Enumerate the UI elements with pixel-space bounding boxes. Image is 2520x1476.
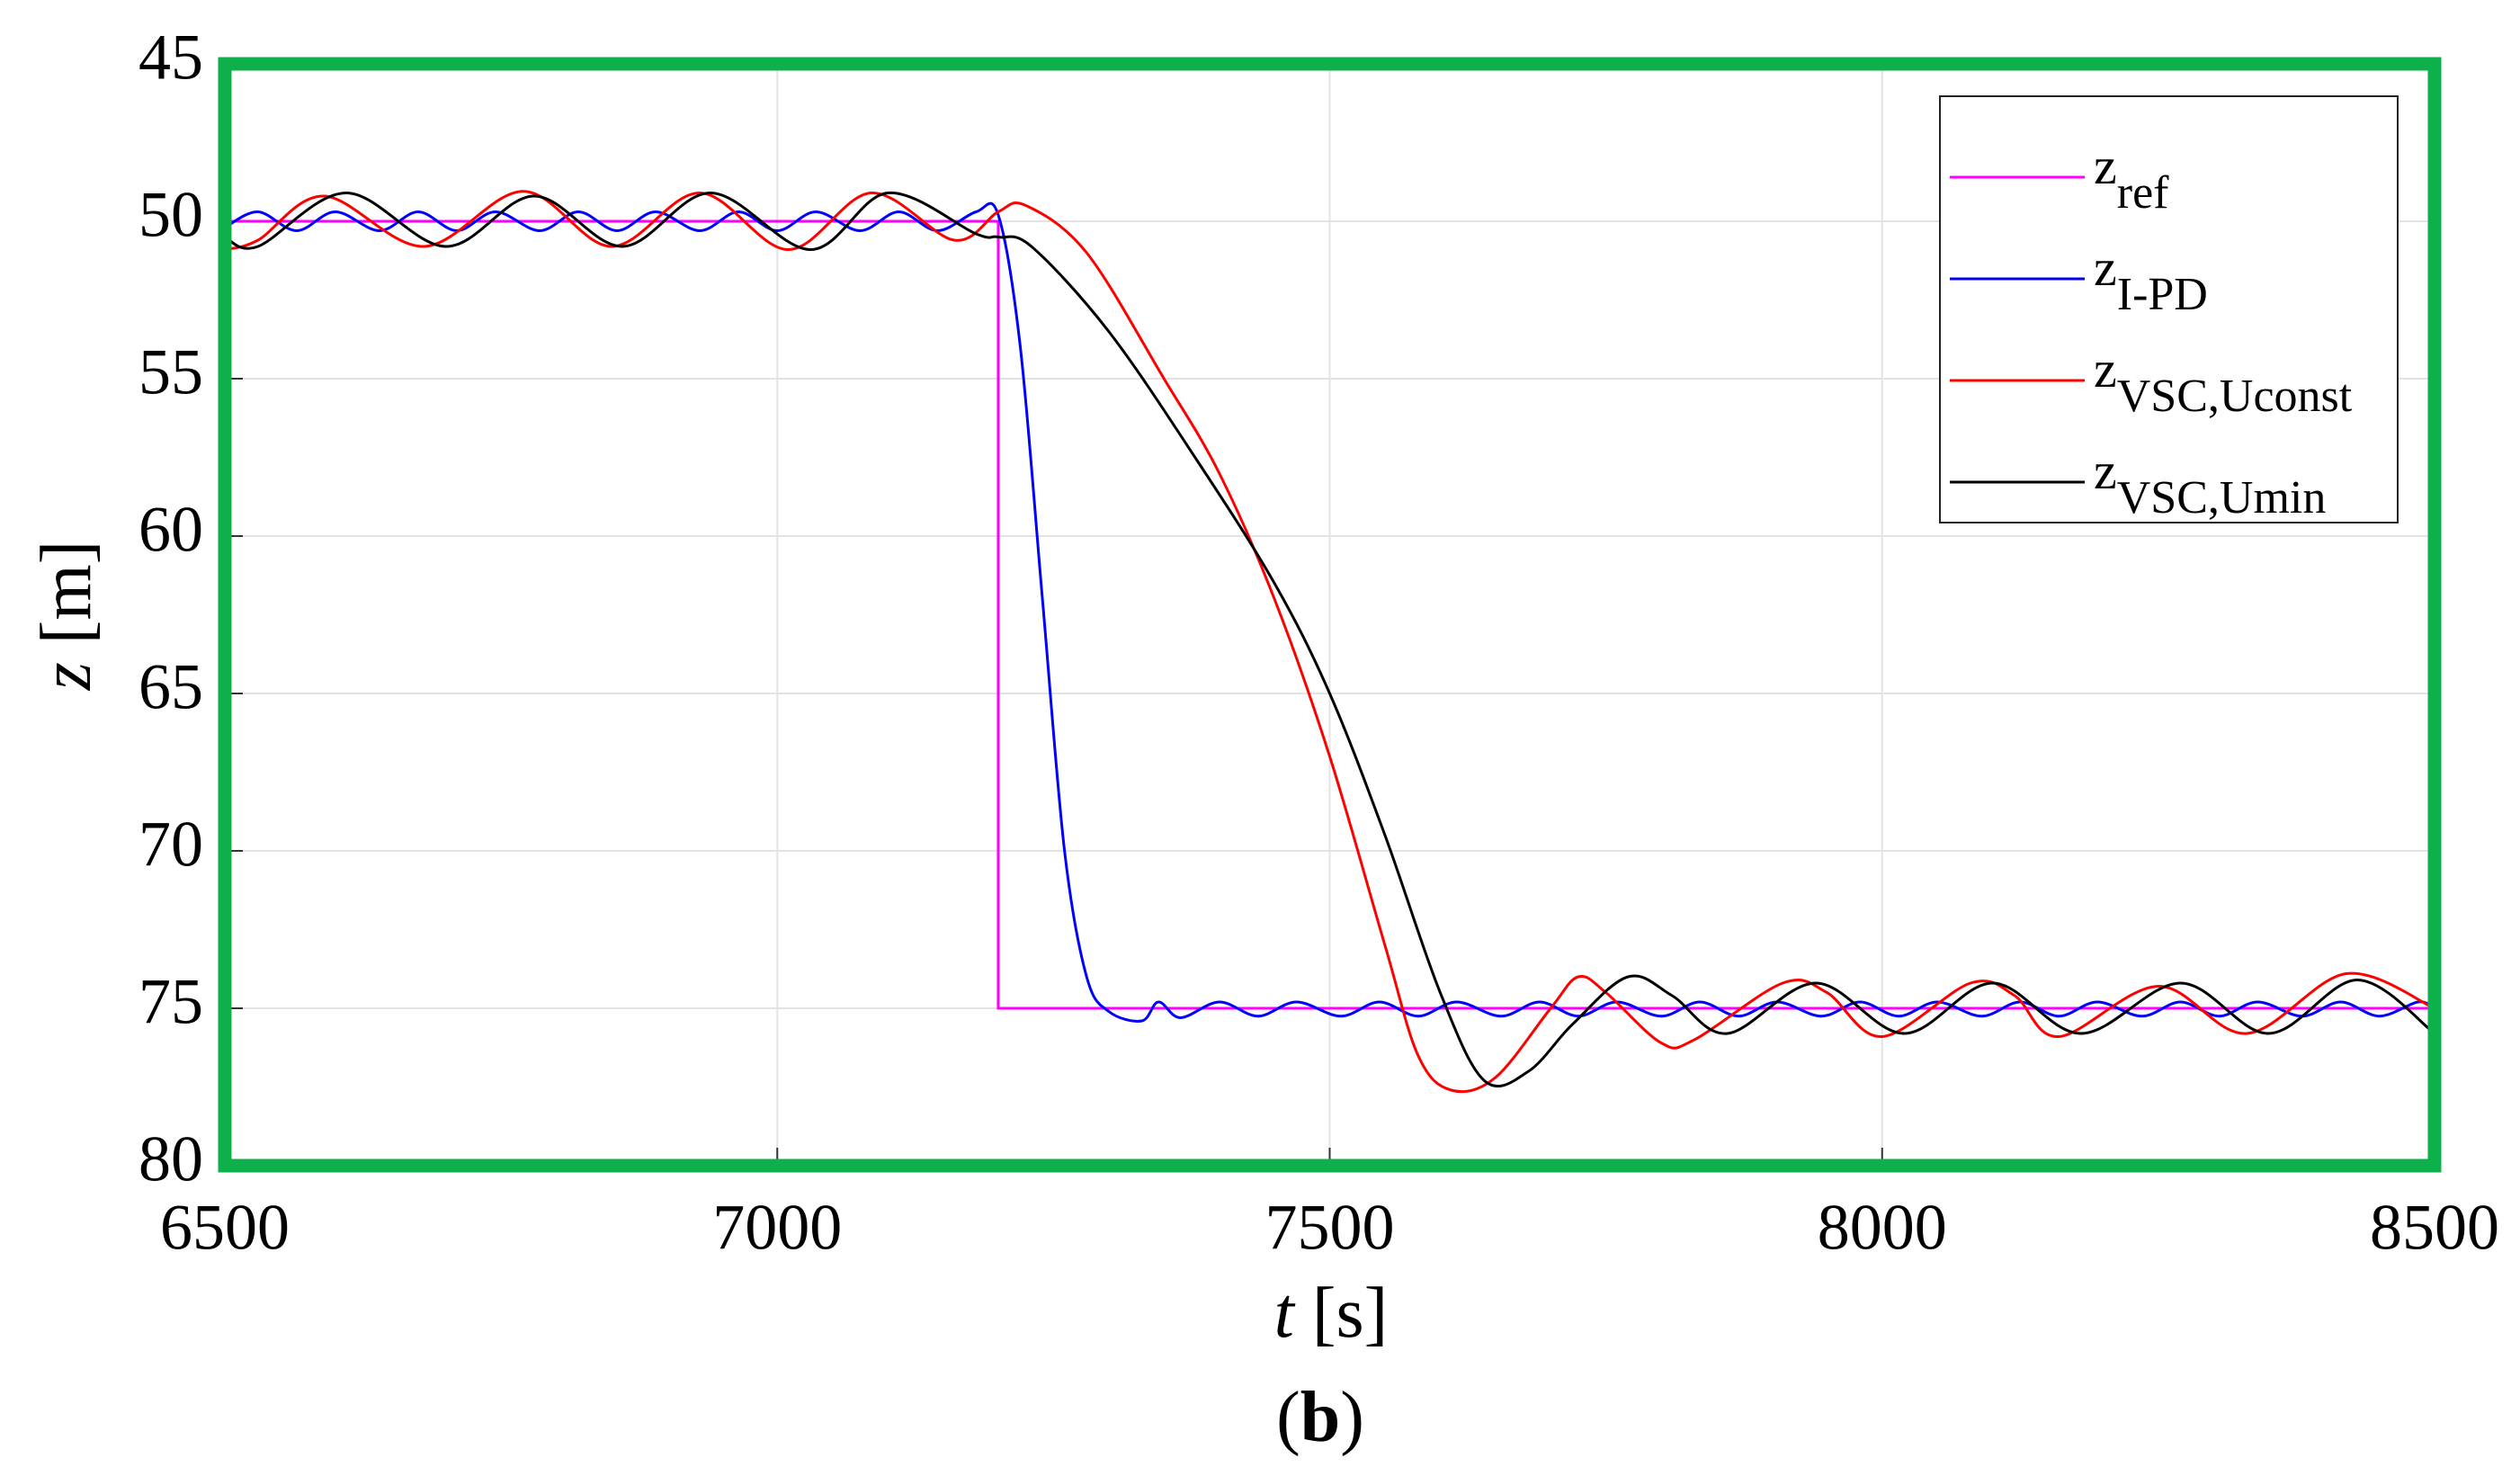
legend-name: z <box>2094 137 2117 195</box>
series-line <box>224 190 2435 1094</box>
x-tick-label: 7000 <box>712 1192 842 1264</box>
legend-subscript: ref <box>2117 167 2169 219</box>
y-tick-label: 45 <box>139 22 203 94</box>
legend-box <box>1939 95 2399 523</box>
series-line <box>224 191 2435 1087</box>
series-line <box>224 201 2435 1023</box>
legend-subscript: VSC,Umin <box>2117 472 2327 523</box>
caption: (b) <box>1276 1378 1364 1457</box>
y-tick-label: 65 <box>139 651 203 723</box>
y-tick-label: 50 <box>139 179 203 251</box>
x-unit: [s] <box>1312 1274 1388 1353</box>
legend-subscript: VSC,Uconst <box>2117 371 2353 422</box>
x-tick-label: 7500 <box>1265 1192 1395 1264</box>
y-tick-label: 55 <box>139 336 203 408</box>
legend-label: zI-PD <box>2094 238 2208 320</box>
legend-subscript: I-PD <box>2117 269 2208 320</box>
y-tick-label: 75 <box>139 966 203 1038</box>
x-symbol: t <box>1274 1274 1296 1353</box>
caption-close: ) <box>1340 1378 1364 1457</box>
legend-name: z <box>2094 340 2117 398</box>
y-unit: [m] <box>27 541 106 645</box>
legend-label: zVSC,Uconst <box>2094 340 2353 422</box>
caption-open: ( <box>1276 1378 1300 1457</box>
legend-name: z <box>2094 238 2117 297</box>
legend-label: zVSC,Umin <box>2094 442 2326 523</box>
x-tick-label: 8500 <box>2370 1192 2499 1264</box>
legend-name: z <box>2094 442 2117 500</box>
x-tick-label: 8000 <box>1818 1192 1947 1264</box>
x-tick-label: 6500 <box>160 1192 290 1264</box>
y-tick-label: 60 <box>139 494 203 566</box>
caption-letter: b <box>1300 1378 1341 1457</box>
y-symbol: z <box>27 662 106 691</box>
y-axis-label: z [m] <box>27 541 106 692</box>
plot-frame <box>218 57 2442 1173</box>
y-tick-label: 70 <box>139 809 203 881</box>
x-axis-label: t [s] <box>1274 1274 1389 1353</box>
legend-label: zref <box>2094 137 2169 219</box>
y-tick-label: 80 <box>139 1123 203 1195</box>
